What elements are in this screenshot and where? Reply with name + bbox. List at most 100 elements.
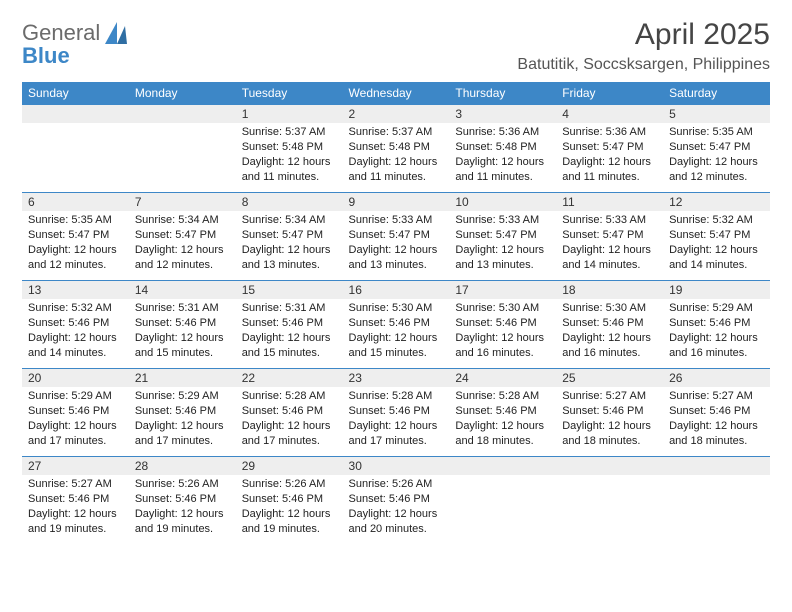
sunset-label: Sunset: xyxy=(28,405,65,417)
calendar-week-row: 13Sunrise: 5:32 AMSunset: 5:46 PMDayligh… xyxy=(22,281,770,369)
sunset-label: Sunset: xyxy=(242,493,279,505)
day-number xyxy=(129,105,236,123)
calendar-cell: 21Sunrise: 5:29 AMSunset: 5:46 PMDayligh… xyxy=(129,369,236,457)
sunset-label: Sunset: xyxy=(242,229,279,241)
daylight-label: Daylight: xyxy=(455,332,498,344)
sunset-value: 5:46 PM xyxy=(706,317,750,329)
daylight-label: Daylight: xyxy=(562,420,605,432)
sunset-label: Sunset: xyxy=(562,229,599,241)
sunset-label: Sunset: xyxy=(135,405,172,417)
daylight-label: Daylight: xyxy=(349,244,392,256)
calendar-cell: 12Sunrise: 5:32 AMSunset: 5:47 PMDayligh… xyxy=(663,193,770,281)
calendar-cell: 3Sunrise: 5:36 AMSunset: 5:48 PMDaylight… xyxy=(449,105,556,193)
day-number: 30 xyxy=(343,457,450,475)
sunrise-label: Sunrise: xyxy=(455,214,495,226)
sunset-value: 5:46 PM xyxy=(386,493,430,505)
sunrise-value: 5:28 AM xyxy=(389,390,432,402)
sunrise-value: 5:35 AM xyxy=(68,214,111,226)
sunrise-value: 5:33 AM xyxy=(389,214,432,226)
sunset-label: Sunset: xyxy=(349,405,386,417)
day-details: Sunrise: 5:31 AMSunset: 5:46 PMDaylight:… xyxy=(236,299,343,366)
daylight-label: Daylight: xyxy=(242,156,285,168)
day-number: 23 xyxy=(343,369,450,387)
calendar-week-row: 27Sunrise: 5:27 AMSunset: 5:46 PMDayligh… xyxy=(22,457,770,545)
sunrise-label: Sunrise: xyxy=(349,126,389,138)
calendar-cell: 22Sunrise: 5:28 AMSunset: 5:46 PMDayligh… xyxy=(236,369,343,457)
sunrise-label: Sunrise: xyxy=(135,390,175,402)
sunset-value: 5:47 PM xyxy=(706,229,750,241)
daylight-label: Daylight: xyxy=(242,420,285,432)
sunset-label: Sunset: xyxy=(135,493,172,505)
sunrise-value: 5:32 AM xyxy=(68,302,111,314)
sunset-value: 5:46 PM xyxy=(172,493,216,505)
daylight-label: Daylight: xyxy=(455,420,498,432)
sunrise-value: 5:31 AM xyxy=(282,302,325,314)
daylight-label: Daylight: xyxy=(135,508,178,520)
daylight-label: Daylight: xyxy=(135,244,178,256)
day-number: 4 xyxy=(556,105,663,123)
daylight-label: Daylight: xyxy=(349,332,392,344)
day-details: Sunrise: 5:33 AMSunset: 5:47 PMDaylight:… xyxy=(556,211,663,278)
calendar-cell: 6Sunrise: 5:35 AMSunset: 5:47 PMDaylight… xyxy=(22,193,129,281)
sunset-value: 5:46 PM xyxy=(65,405,109,417)
sunset-value: 5:46 PM xyxy=(172,317,216,329)
sunset-label: Sunset: xyxy=(135,229,172,241)
sunset-value: 5:46 PM xyxy=(172,405,216,417)
day-number: 11 xyxy=(556,193,663,211)
calendar-cell: 4Sunrise: 5:36 AMSunset: 5:47 PMDaylight… xyxy=(556,105,663,193)
daylight-label: Daylight: xyxy=(28,508,71,520)
calendar-cell: 13Sunrise: 5:32 AMSunset: 5:46 PMDayligh… xyxy=(22,281,129,369)
sunrise-value: 5:37 AM xyxy=(282,126,325,138)
day-number: 14 xyxy=(129,281,236,299)
sunset-value: 5:46 PM xyxy=(493,405,537,417)
daylight-label: Daylight: xyxy=(28,420,71,432)
sunrise-value: 5:34 AM xyxy=(282,214,325,226)
day-details: Sunrise: 5:30 AMSunset: 5:46 PMDaylight:… xyxy=(556,299,663,366)
day-header: Monday xyxy=(129,82,236,105)
daylight-label: Daylight: xyxy=(669,420,712,432)
daylight-label: Daylight: xyxy=(669,156,712,168)
day-details: Sunrise: 5:26 AMSunset: 5:46 PMDaylight:… xyxy=(343,475,450,542)
day-details: Sunrise: 5:36 AMSunset: 5:48 PMDaylight:… xyxy=(449,123,556,190)
calendar-cell: 16Sunrise: 5:30 AMSunset: 5:46 PMDayligh… xyxy=(343,281,450,369)
sunset-value: 5:48 PM xyxy=(279,141,323,153)
sunset-value: 5:47 PM xyxy=(279,229,323,241)
sunrise-label: Sunrise: xyxy=(28,390,68,402)
day-details: Sunrise: 5:32 AMSunset: 5:46 PMDaylight:… xyxy=(22,299,129,366)
sunset-label: Sunset: xyxy=(135,317,172,329)
sunset-label: Sunset: xyxy=(562,405,599,417)
calendar-cell xyxy=(663,457,770,545)
sunrise-value: 5:29 AM xyxy=(68,390,111,402)
sunset-value: 5:47 PM xyxy=(65,229,109,241)
sunrise-label: Sunrise: xyxy=(669,302,709,314)
day-details: Sunrise: 5:27 AMSunset: 5:46 PMDaylight:… xyxy=(663,387,770,454)
sunrise-label: Sunrise: xyxy=(135,214,175,226)
calendar-cell: 29Sunrise: 5:26 AMSunset: 5:46 PMDayligh… xyxy=(236,457,343,545)
day-number: 2 xyxy=(343,105,450,123)
day-details: Sunrise: 5:29 AMSunset: 5:46 PMDaylight:… xyxy=(129,387,236,454)
calendar-cell xyxy=(129,105,236,193)
sunrise-label: Sunrise: xyxy=(669,214,709,226)
month-title: April 2025 xyxy=(517,18,770,52)
sunrise-label: Sunrise: xyxy=(135,478,175,490)
day-number: 8 xyxy=(236,193,343,211)
day-details: Sunrise: 5:29 AMSunset: 5:46 PMDaylight:… xyxy=(663,299,770,366)
daylight-label: Daylight: xyxy=(562,244,605,256)
day-header: Saturday xyxy=(663,82,770,105)
day-number: 19 xyxy=(663,281,770,299)
day-number: 13 xyxy=(22,281,129,299)
sunset-label: Sunset: xyxy=(242,141,279,153)
sunset-value: 5:46 PM xyxy=(386,317,430,329)
sunset-label: Sunset: xyxy=(349,493,386,505)
day-number: 26 xyxy=(663,369,770,387)
day-number: 25 xyxy=(556,369,663,387)
daylight-label: Daylight: xyxy=(455,156,498,168)
day-number: 7 xyxy=(129,193,236,211)
sunrise-label: Sunrise: xyxy=(28,478,68,490)
sunset-label: Sunset: xyxy=(455,141,492,153)
sunrise-label: Sunrise: xyxy=(562,390,602,402)
day-details: Sunrise: 5:31 AMSunset: 5:46 PMDaylight:… xyxy=(129,299,236,366)
calendar-cell: 30Sunrise: 5:26 AMSunset: 5:46 PMDayligh… xyxy=(343,457,450,545)
calendar-week-row: 1Sunrise: 5:37 AMSunset: 5:48 PMDaylight… xyxy=(22,105,770,193)
sunset-value: 5:47 PM xyxy=(172,229,216,241)
